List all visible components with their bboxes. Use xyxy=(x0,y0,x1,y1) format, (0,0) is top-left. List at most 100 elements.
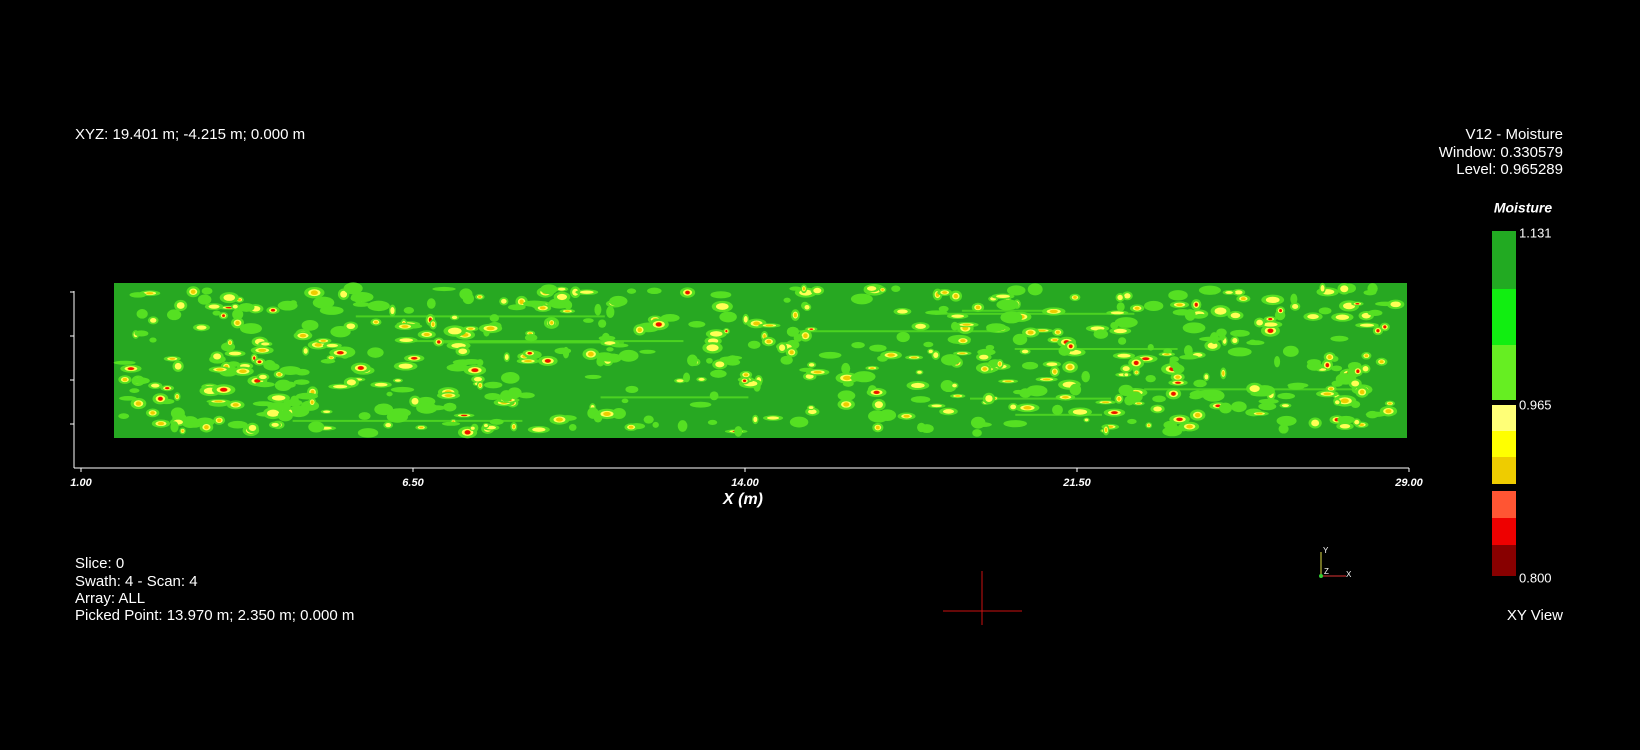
texture-spot xyxy=(1003,420,1028,428)
texture-spot xyxy=(1281,404,1290,407)
texture-spot xyxy=(419,426,424,429)
texture-band xyxy=(355,315,605,318)
texture-spot xyxy=(1062,395,1069,399)
texture-spot xyxy=(1356,369,1360,373)
texture-spot xyxy=(998,362,1002,366)
texture-spot xyxy=(399,338,414,343)
color-bar-title: Moisture xyxy=(1494,200,1553,216)
texture-spot xyxy=(1230,312,1241,319)
texture-spot xyxy=(852,371,876,383)
texture-spot xyxy=(170,421,179,433)
texture-spot xyxy=(878,409,897,422)
texture-spot xyxy=(540,284,558,295)
color-bar-label: 1.131 xyxy=(1519,225,1552,240)
color-swatch xyxy=(1492,345,1516,400)
texture-spot xyxy=(265,362,280,371)
texture-spot xyxy=(556,293,568,301)
texture-spot xyxy=(1385,409,1392,414)
texture-spot xyxy=(1331,365,1343,372)
texture-spot xyxy=(875,425,880,430)
texture-spot xyxy=(1069,383,1082,396)
texture-spot xyxy=(1307,359,1322,366)
texture-spot xyxy=(925,310,948,315)
texture-spot xyxy=(1176,303,1183,307)
texture-spot xyxy=(953,293,959,299)
texture-spot xyxy=(479,383,482,388)
texture-spot xyxy=(915,323,926,329)
texture-spot xyxy=(1320,285,1325,292)
texture-spot xyxy=(743,373,749,377)
texture-spot xyxy=(643,415,654,424)
texture-spot xyxy=(223,294,236,301)
texture-spot xyxy=(1367,309,1383,317)
texture-spot xyxy=(1276,415,1297,426)
texture-spot xyxy=(587,351,594,357)
texture-spot xyxy=(527,352,532,355)
texture-spot xyxy=(271,308,276,312)
texture-spot xyxy=(1240,297,1246,301)
texture-spot xyxy=(310,400,314,405)
texture-spot xyxy=(464,430,471,435)
texture-spot xyxy=(789,416,809,428)
texture-spot xyxy=(1000,311,1023,324)
texture-spot xyxy=(996,299,1019,311)
texture-spot xyxy=(444,394,453,397)
texture-spot xyxy=(959,352,966,355)
texture-spot xyxy=(910,396,931,403)
texture-spot xyxy=(725,355,743,360)
texture-spot xyxy=(486,326,495,331)
color-swatch xyxy=(1492,431,1516,457)
texture-spot xyxy=(1136,402,1141,405)
texture-spot xyxy=(1171,391,1176,396)
texture-spot xyxy=(564,300,573,310)
texture-spot xyxy=(346,379,356,386)
texture-spot xyxy=(766,339,772,344)
texture-spot xyxy=(544,359,551,363)
texture-spot xyxy=(204,425,209,430)
texture-spot xyxy=(1388,402,1392,405)
texture-spot xyxy=(1004,380,1012,383)
texture-spot xyxy=(539,306,546,310)
texture-spot xyxy=(232,304,238,309)
texture-spot xyxy=(1311,419,1320,427)
texture-spot xyxy=(1204,374,1209,380)
texture-spot xyxy=(1274,355,1281,368)
texture-spot xyxy=(572,288,579,296)
texture-spot xyxy=(1117,396,1121,401)
texture-spot xyxy=(1168,290,1188,301)
texture-spot xyxy=(1267,328,1274,333)
texture-spot xyxy=(253,356,256,360)
texture-spot xyxy=(113,360,136,365)
texture-spot xyxy=(197,294,212,305)
texture-spot xyxy=(1142,357,1150,361)
texture-spot xyxy=(985,344,995,351)
texture-spot xyxy=(606,306,615,318)
texture-spot xyxy=(1277,392,1296,400)
status-line: Swath: 4 - Scan: 4 xyxy=(75,573,198,590)
texture-spot xyxy=(237,298,241,301)
texture-spot xyxy=(248,424,257,432)
texture-spot xyxy=(1282,345,1299,357)
x-axis-title: X (m) xyxy=(722,491,763,508)
texture-spot xyxy=(1207,342,1218,349)
axis-label: Y xyxy=(1323,546,1329,555)
texture-spot xyxy=(267,409,280,417)
texture-spot xyxy=(931,404,942,408)
texture-spot xyxy=(881,288,884,292)
texture-spot xyxy=(146,292,154,295)
texture-spot xyxy=(1390,301,1401,308)
texture-spot xyxy=(1179,354,1199,360)
texture-spot xyxy=(604,341,616,345)
texture-spot xyxy=(1104,427,1108,433)
status-line: Slice: 0 xyxy=(75,555,124,572)
texture-spot xyxy=(1249,385,1260,393)
map-base xyxy=(114,283,1407,438)
texture-spot xyxy=(254,381,275,388)
status-line: Array: ALL xyxy=(75,590,145,607)
texture-spot xyxy=(942,409,955,414)
texture-spot xyxy=(524,334,538,342)
texture-spot xyxy=(639,349,656,354)
texture-spot xyxy=(843,402,850,407)
texture-band xyxy=(442,341,624,344)
texture-spot xyxy=(887,353,895,357)
